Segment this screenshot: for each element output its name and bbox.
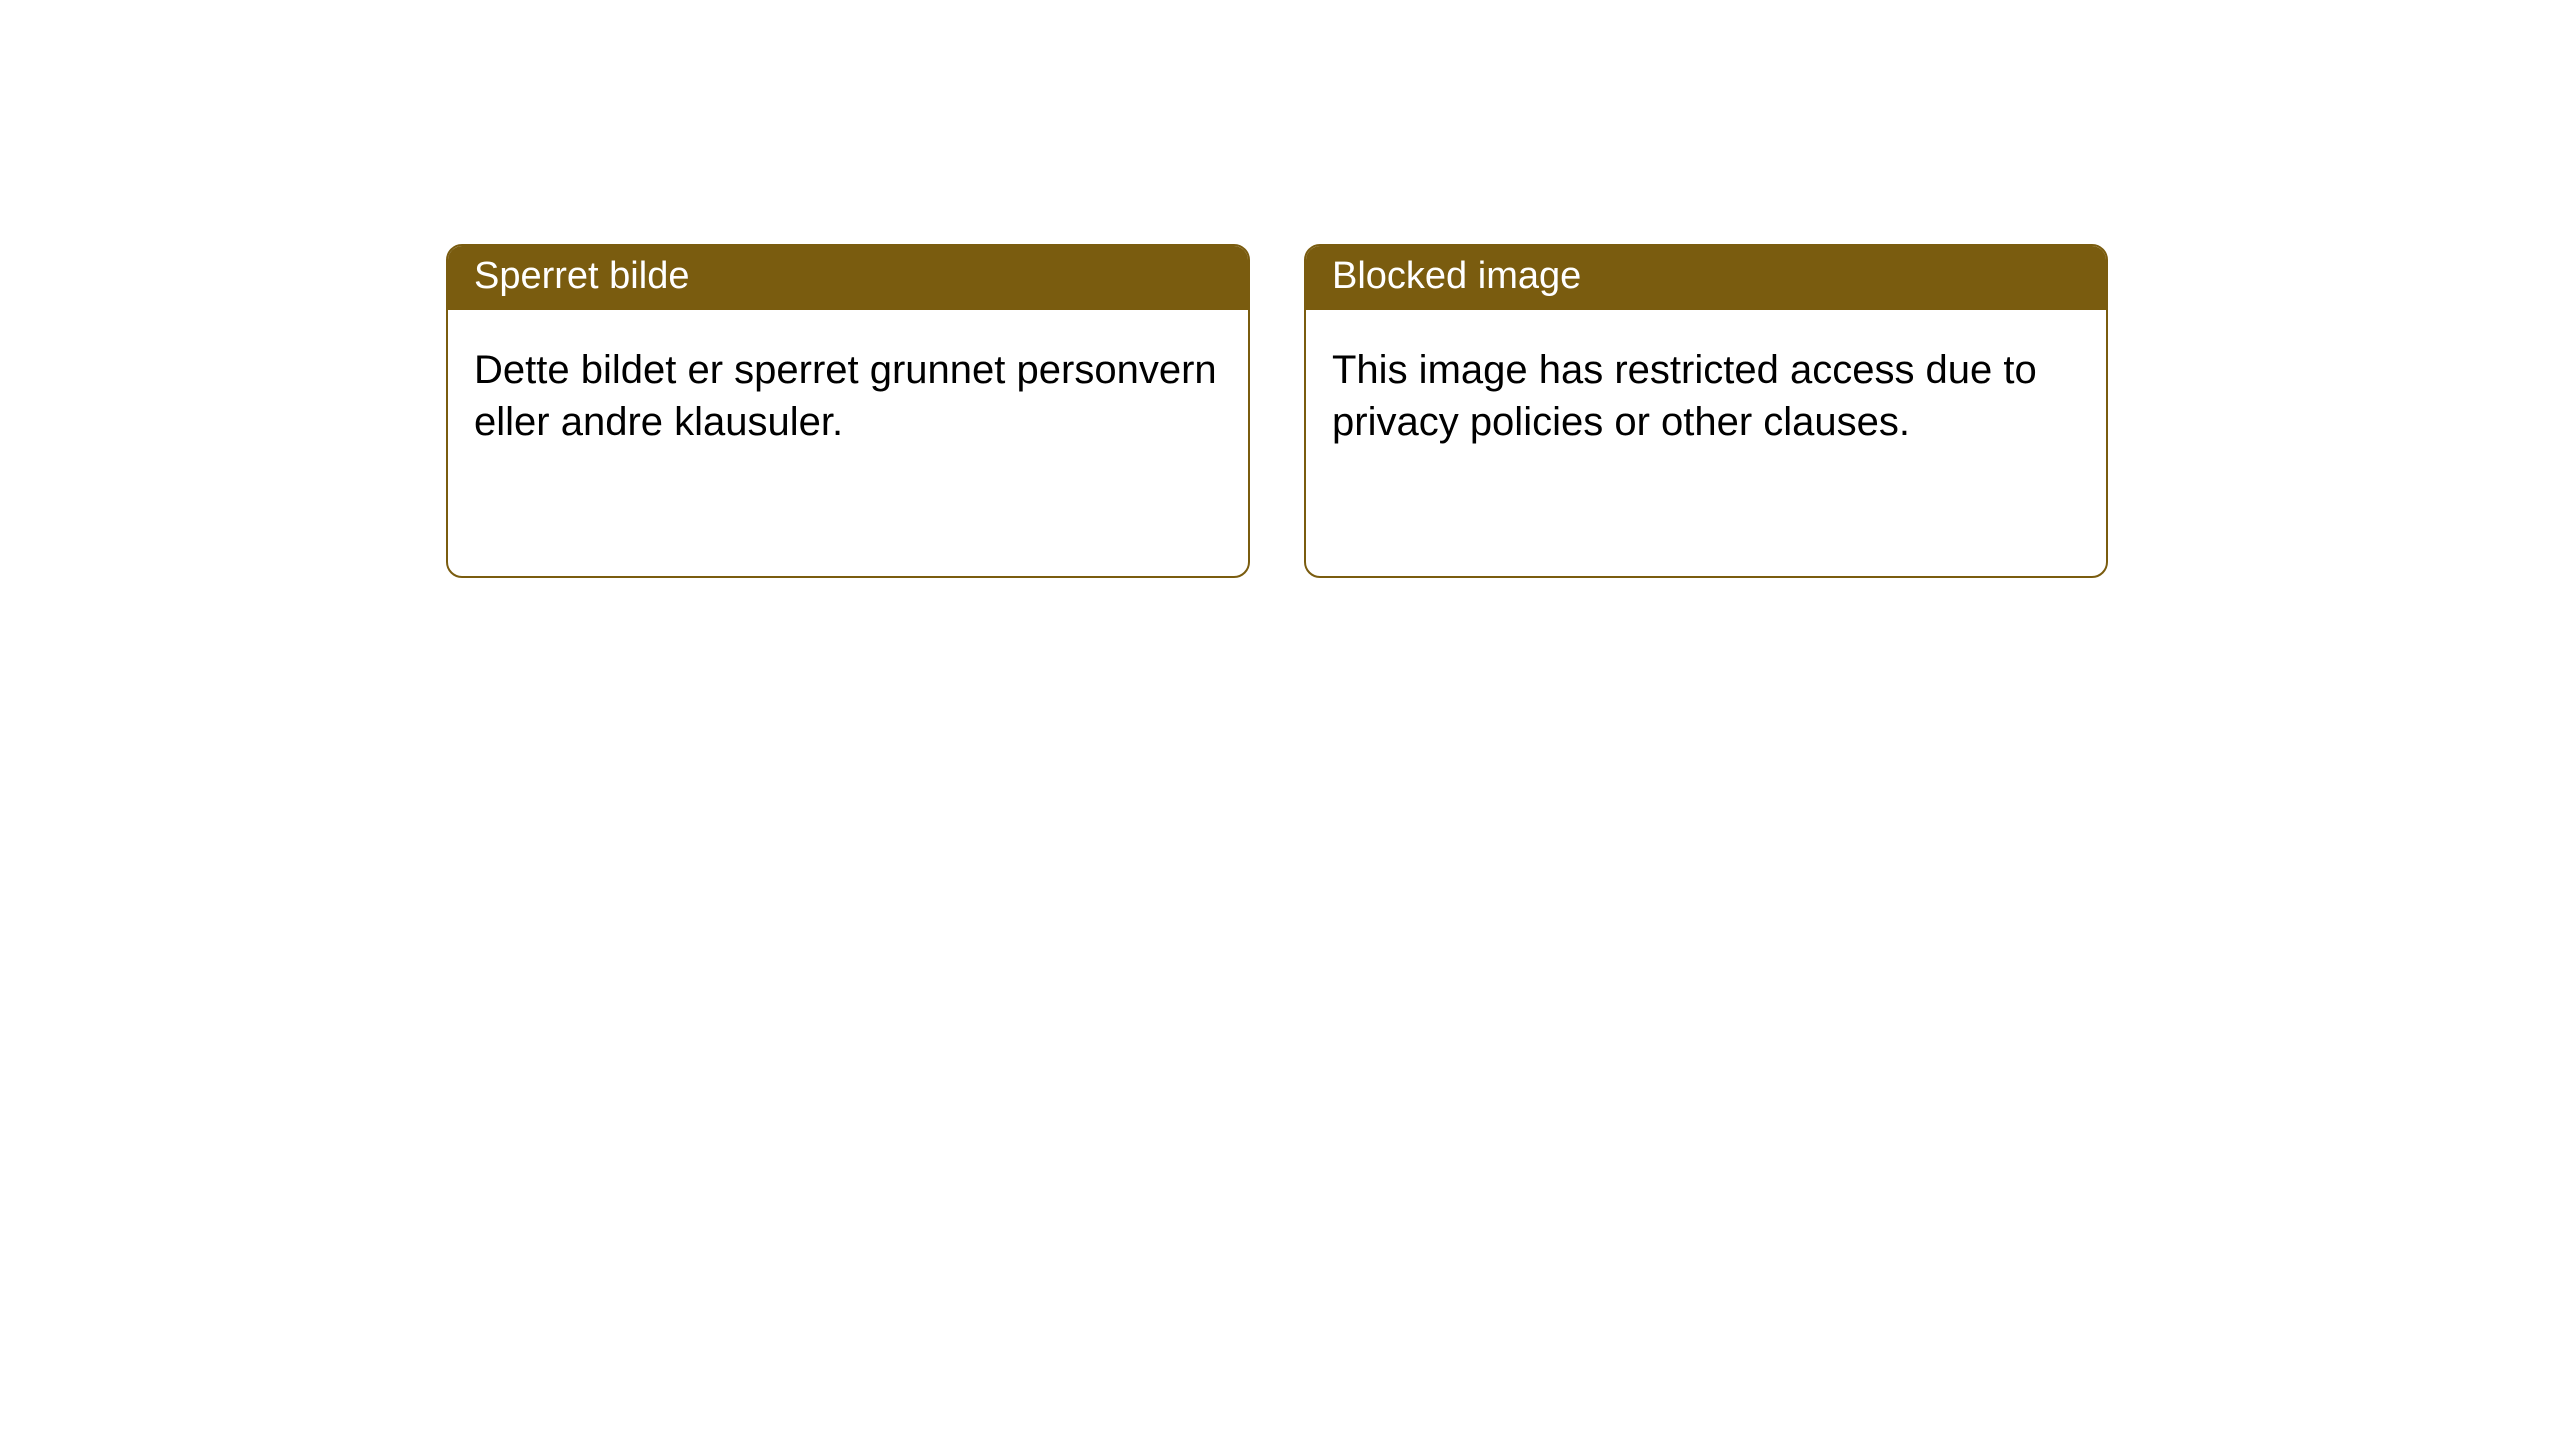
notice-title: Sperret bilde [474, 255, 689, 297]
notice-card-english: Blocked image This image has restricted … [1304, 244, 2108, 578]
notice-header: Blocked image [1306, 246, 2106, 310]
notice-body: Dette bildet er sperret grunnet personve… [448, 310, 1248, 482]
notice-body-text: This image has restricted access due to … [1332, 348, 2037, 444]
notice-body: This image has restricted access due to … [1306, 310, 2106, 482]
notice-title: Blocked image [1332, 255, 1581, 297]
notice-card-norwegian: Sperret bilde Dette bildet er sperret gr… [446, 244, 1250, 578]
notice-body-text: Dette bildet er sperret grunnet personve… [474, 348, 1217, 444]
notice-header: Sperret bilde [448, 246, 1248, 310]
notice-container: Sperret bilde Dette bildet er sperret gr… [446, 244, 2108, 578]
